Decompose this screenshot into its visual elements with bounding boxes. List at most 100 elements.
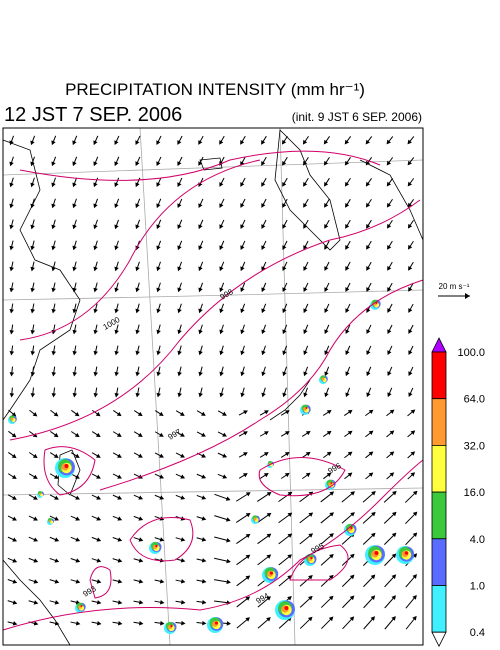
wind-arrowhead: [114, 161, 119, 167]
wind-arrowhead: [368, 409, 374, 415]
wind-arrowhead: [202, 599, 207, 605]
wind-arrowhead: [222, 474, 228, 479]
contour-label: 997: [167, 427, 184, 442]
wind-arrowhead: [75, 516, 81, 521]
wind-arrowhead: [177, 224, 182, 230]
wind-arrowhead: [160, 620, 165, 626]
wind-arrowhead: [410, 409, 416, 414]
wind-arrowhead: [156, 140, 161, 145]
wind-arrowhead: [408, 287, 413, 292]
wind-arrowhead: [407, 160, 412, 166]
wind-arrowhead: [410, 472, 416, 477]
wind-arrowhead: [285, 410, 290, 415]
wind-arrowhead: [407, 181, 413, 187]
wind-arrowhead: [366, 392, 371, 398]
wind-arrowhead: [72, 371, 78, 377]
wind-arrowhead: [72, 266, 77, 272]
colorbar-label: 16.0: [464, 487, 485, 499]
wind-arrowhead: [326, 472, 332, 478]
wind-arrowhead: [159, 600, 165, 605]
wind-arrowhead: [198, 287, 203, 293]
wind-arrowhead: [243, 431, 248, 436]
wind-arrowhead: [371, 491, 376, 496]
wind-arrowhead: [51, 203, 56, 209]
wind-arrowhead: [412, 490, 418, 496]
wind-arrowhead: [75, 558, 81, 563]
wind-arrowhead: [387, 371, 392, 377]
wind-arrowhead: [408, 308, 413, 313]
isobar: [89, 566, 112, 599]
wind-arrowhead: [326, 451, 332, 457]
colorbar-label: 0.4: [470, 627, 485, 639]
wind-arrowhead: [51, 140, 56, 146]
wind-arrowhead: [135, 161, 140, 167]
wind-arrowhead: [261, 182, 266, 187]
wind-arrowhead: [117, 537, 123, 542]
wind-arrowhead: [12, 579, 18, 584]
wind-arrowhead: [51, 266, 56, 272]
wind-arrowhead: [324, 245, 329, 250]
wind-arrowhead: [225, 517, 231, 522]
isobar: [99, 279, 424, 491]
wind-arrowhead: [284, 431, 290, 436]
wind-arrowhead: [93, 140, 98, 146]
wind-arrowhead: [282, 182, 287, 187]
wind-arrowhead: [93, 308, 98, 314]
wind-arrowhead: [12, 600, 18, 605]
wind-arrowhead: [391, 511, 397, 517]
wind-arrowhead: [366, 245, 371, 250]
wind-arrowhead: [261, 139, 266, 145]
rain-cell: [350, 526, 353, 530]
wind-arrowhead: [201, 558, 207, 563]
wind-arrowhead: [93, 392, 99, 398]
rain-cell: [330, 482, 333, 484]
wind-arrowhead: [72, 308, 77, 314]
wind-arrowhead: [158, 411, 164, 416]
wind-arrowhead: [93, 161, 98, 167]
wind-arrowhead: [51, 161, 56, 167]
wind-arrowhead: [72, 161, 77, 167]
wind-arrowhead: [51, 308, 56, 314]
wind-arrowhead: [177, 329, 182, 335]
wind-arrowhead: [282, 160, 287, 166]
wind-arrowhead: [391, 574, 397, 579]
wind-arrowhead: [329, 553, 334, 559]
graticule-line: [2, 159, 424, 176]
wind-arrowhead: [308, 512, 314, 517]
wind-arrowhead: [303, 224, 308, 229]
isobar: [289, 544, 349, 581]
wind-arrowhead: [225, 496, 231, 501]
wind-arrowhead: [114, 182, 119, 188]
wind-arrowhead: [93, 371, 98, 377]
wind-arrowhead: [54, 558, 60, 563]
wind-arrowhead: [366, 371, 371, 377]
coast-island: [199, 157, 223, 171]
wind-arrowhead: [344, 160, 350, 166]
wind-arrowhead: [135, 371, 140, 377]
colorbar: 100.0 64.0 32.0 16.0 4.0 1.0 0.4: [431, 337, 485, 648]
rain-cell: [48, 519, 52, 523]
wind-arrowhead: [51, 224, 56, 230]
wind-arrowhead: [96, 516, 102, 521]
wind-arrowhead: [201, 537, 207, 542]
wind-arrowhead: [180, 579, 186, 584]
wind-arrowhead: [177, 308, 182, 314]
wind-arrowhead: [180, 474, 186, 479]
wind-arrowhead: [11, 412, 17, 417]
wind-arrowhead: [243, 410, 248, 415]
wind-arrowhead: [72, 182, 77, 188]
wind-arrowhead: [303, 203, 308, 208]
precipitation: [8, 299, 415, 634]
wind-arrowhead: [243, 452, 248, 457]
wind-arrowhead: [261, 224, 266, 229]
wind-arrowhead: [198, 140, 203, 145]
wind-arrowhead: [240, 182, 245, 187]
wind-arrowhead: [93, 182, 98, 188]
wind-arrowhead: [408, 265, 413, 271]
wind-arrowhead: [74, 453, 80, 458]
wind-arrowhead: [410, 451, 416, 456]
wind-arrowhead: [324, 308, 329, 314]
wind-arrowhead: [387, 308, 392, 313]
wind-arrowhead: [138, 516, 144, 521]
wind-arrowhead: [159, 495, 165, 500]
